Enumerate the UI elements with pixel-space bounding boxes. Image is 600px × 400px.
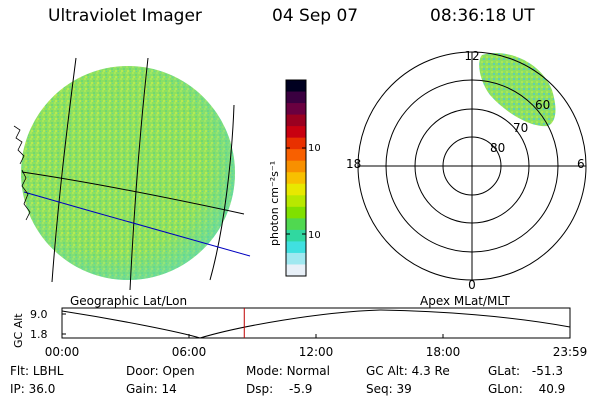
glat-info: GLat: -51.3 bbox=[488, 364, 563, 378]
gain-info: Gain: 14 bbox=[126, 382, 177, 396]
xtick-00: 00:00 bbox=[45, 345, 80, 359]
mode-value: Normal bbox=[286, 364, 330, 378]
gcalt-value: 4.3 Re bbox=[411, 364, 450, 378]
colorbar-swatches bbox=[286, 80, 306, 277]
latitude-line bbox=[21, 171, 245, 215]
ytick-9: 9.0 bbox=[30, 308, 48, 321]
instrument-title: Ultraviolet Imager bbox=[48, 6, 202, 26]
gain-value: 14 bbox=[161, 382, 177, 396]
colorbar-swatch bbox=[286, 229, 306, 242]
mlt-label-18: 18 bbox=[346, 157, 361, 171]
observation-date: 04 Sep 07 bbox=[272, 6, 359, 26]
polar-plot: 12 18 6 0 80 70 60 bbox=[346, 49, 587, 292]
observation-time: 08:36:18 UT bbox=[430, 6, 535, 26]
colorbar-swatch bbox=[286, 206, 306, 219]
door-value: Open bbox=[162, 364, 195, 378]
lat-label-70: 70 bbox=[513, 121, 528, 135]
seq-info: Seq: 39 bbox=[366, 382, 412, 396]
xtick-18: 18:00 bbox=[426, 345, 461, 359]
colorbar-swatch bbox=[286, 218, 306, 231]
mlt-label-6: 6 bbox=[577, 157, 585, 171]
mlt-label-0: 0 bbox=[468, 278, 476, 292]
timeline-frame bbox=[61, 307, 571, 339]
mode-info: Mode: Normal bbox=[246, 364, 330, 378]
glat-value: -51.3 bbox=[531, 364, 563, 378]
auroral-image-region bbox=[479, 53, 556, 127]
gcalt-info: GC Alt: 4.3 Re bbox=[366, 364, 450, 378]
colorbar-swatch bbox=[286, 160, 306, 173]
ytick-1.8: 1.8 bbox=[30, 328, 48, 341]
lat-label-60: 60 bbox=[535, 98, 550, 112]
colorbar-swatch bbox=[286, 195, 306, 208]
colorbar: 100 10 photon cm⁻²s⁻¹ bbox=[268, 79, 320, 277]
glon-value: 40.9 bbox=[538, 382, 566, 396]
meridian-line bbox=[129, 57, 149, 291]
geographic-label: Geographic Lat/Lon bbox=[70, 294, 188, 308]
seq-value: 39 bbox=[396, 382, 412, 396]
colorbar-tick-100: 100 bbox=[308, 143, 320, 154]
colorbar-swatch bbox=[286, 114, 306, 127]
colorbar-swatch bbox=[286, 183, 306, 196]
filter-info: Flt: LBHL bbox=[10, 364, 64, 378]
terminator-line bbox=[23, 191, 251, 257]
xtick-12: 12:00 bbox=[299, 345, 334, 359]
meridian-line bbox=[209, 104, 235, 281]
apex-label: Apex MLat/MLT bbox=[420, 294, 510, 308]
meridian-line bbox=[51, 57, 77, 283]
geographic-image bbox=[13, 57, 251, 291]
mlt-label-12: 12 bbox=[464, 49, 479, 63]
timeline-ylabel: GC Alt bbox=[12, 313, 25, 348]
ip-info: IP: 36.0 bbox=[10, 382, 56, 396]
glon-info: GLon: 40.9 bbox=[488, 382, 566, 396]
colorbar-swatch bbox=[286, 241, 306, 254]
coastline bbox=[13, 125, 31, 221]
colorbar-swatch bbox=[286, 126, 306, 139]
colorbar-swatch bbox=[286, 80, 306, 93]
dsp-info: Dsp: -5.9 bbox=[246, 382, 313, 396]
colorbar-label: photon cm⁻²s⁻¹ bbox=[268, 161, 281, 246]
colorbar-tick-10: 10 bbox=[308, 230, 320, 241]
ip-value: 36.0 bbox=[28, 382, 56, 396]
altitude-timeline: GC Alt 9.0 1.8 00:00 06:00 12:00 18:00 2… bbox=[12, 307, 588, 359]
altitude-curve bbox=[61, 309, 571, 339]
colorbar-swatch bbox=[286, 91, 306, 104]
xtick-06: 06:00 bbox=[172, 345, 207, 359]
colorbar-swatch bbox=[286, 252, 306, 265]
lat-label-80: 80 bbox=[490, 141, 505, 155]
xtick-2359: 23:59 bbox=[553, 345, 588, 359]
colorbar-swatch bbox=[286, 149, 306, 162]
colorbar-swatch bbox=[286, 172, 306, 185]
dsp-value: -5.9 bbox=[288, 382, 313, 396]
door-info: Door: Open bbox=[126, 364, 195, 378]
colorbar-swatch bbox=[286, 137, 306, 150]
colorbar-swatch bbox=[286, 264, 306, 277]
filter-value: LBHL bbox=[32, 364, 64, 378]
colorbar-swatch bbox=[286, 103, 306, 116]
